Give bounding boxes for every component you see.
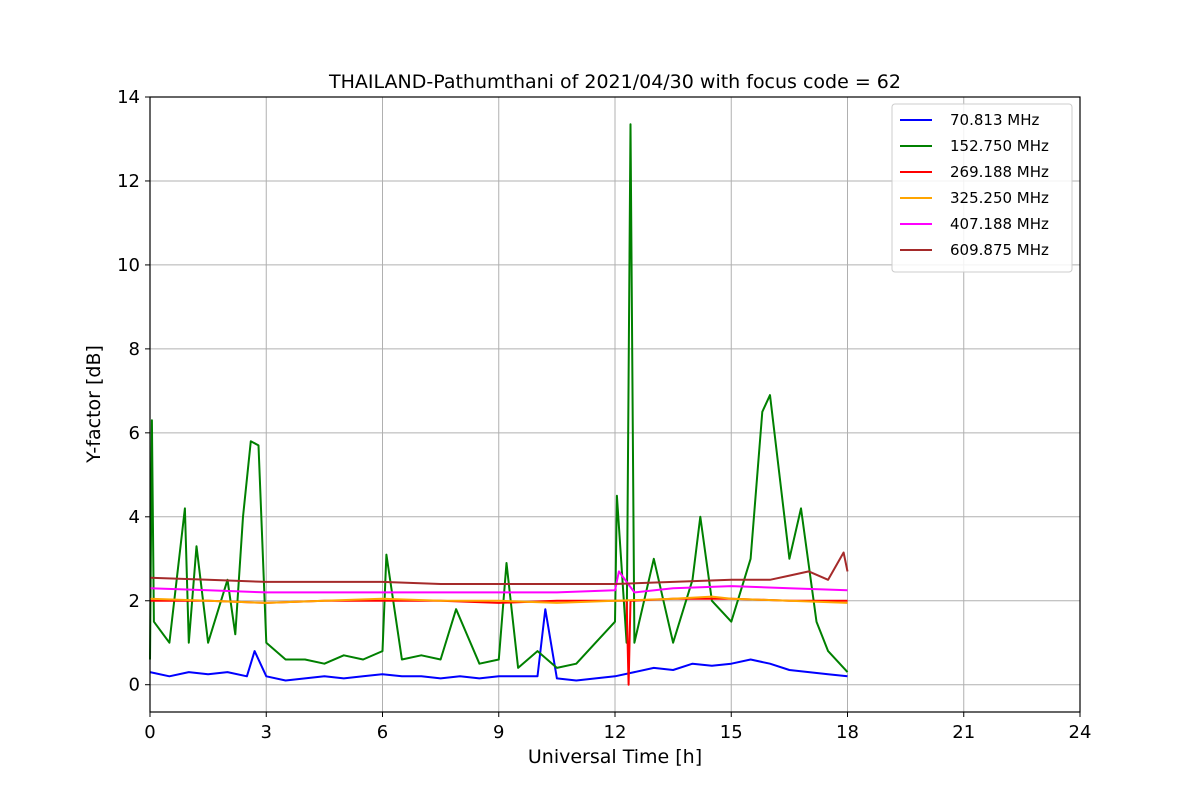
y-tick-label: 10 bbox=[117, 255, 140, 276]
series-line-152-750-mhz bbox=[149, 123, 849, 673]
legend-label: 407.188 MHz bbox=[950, 215, 1049, 233]
legend-label: 325.250 MHz bbox=[950, 189, 1049, 207]
x-tick-label: 18 bbox=[836, 722, 859, 743]
plot-series bbox=[149, 123, 849, 686]
legend-box bbox=[891, 103, 1073, 273]
legend-label: 152.750 MHz bbox=[950, 137, 1049, 155]
x-tick-label: 12 bbox=[604, 722, 627, 743]
x-tick-label: 6 bbox=[377, 722, 388, 743]
y-tick-label: 2 bbox=[129, 591, 140, 612]
legend-label: 269.188 MHz bbox=[950, 163, 1049, 181]
x-tick-label: 21 bbox=[952, 722, 975, 743]
legend: 70.813 MHz 152.750 MHz 269.188 MHz 325.250 … bbox=[891, 103, 1073, 273]
legend-label: 70.813 MHz bbox=[950, 111, 1039, 129]
series-line-609-875-mhz bbox=[149, 551, 849, 585]
y-tick-label: 4 bbox=[129, 507, 140, 528]
y-tick-label: 12 bbox=[117, 171, 140, 192]
y-tick-label: 8 bbox=[129, 339, 140, 360]
y-tick-label: 6 bbox=[129, 423, 140, 444]
x-tick-label: 24 bbox=[1069, 722, 1092, 743]
y-tick-label: 0 bbox=[129, 675, 140, 696]
x-tick-label: 15 bbox=[720, 722, 743, 743]
x-tick-label: 3 bbox=[261, 722, 272, 743]
x-tick-label: 0 bbox=[144, 722, 155, 743]
x-axis-label: Universal Time [h] bbox=[528, 746, 702, 768]
series-line-325-250-mhz bbox=[149, 595, 848, 604]
y-tick-label: 14 bbox=[117, 87, 140, 108]
y-axis-label: Y-factor [dB] bbox=[83, 345, 105, 464]
chart-title: THAILAND-Pathumthani of 2021/04/30 with … bbox=[328, 71, 901, 93]
series-line-407-188-mhz bbox=[149, 570, 848, 594]
legend-label: 609.875 MHz bbox=[950, 241, 1049, 259]
series-line-70-813-mhz bbox=[149, 608, 848, 682]
x-tick-label: 9 bbox=[493, 722, 504, 743]
